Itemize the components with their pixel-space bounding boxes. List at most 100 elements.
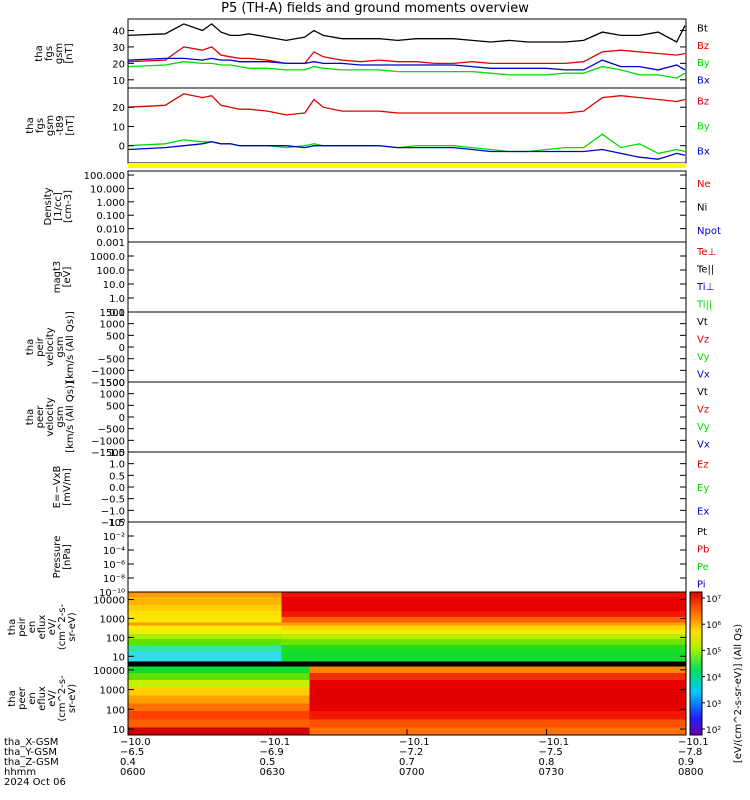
legend-entry: Ni [697,203,707,214]
spectrogram-cell [128,629,282,635]
y-tick-label: −1000 [91,436,125,447]
spectrogram-cell [281,616,686,623]
legend-entry: Ex [697,506,709,517]
colorbar [689,591,703,736]
ephemeris-value: 0.7 [399,757,415,768]
legend-entry: Vz [697,404,709,415]
y-tick-label: 10⁻¹⁰ [99,588,125,599]
legend-entry: Vy [697,352,710,363]
ephemeris-row-label: tha_X-GSM [4,737,59,748]
colorbar-tick-label: 10⁷ [706,595,721,605]
ephemeris-row-label: tha_Z-GSM [4,757,59,768]
y-axis-label: peer [35,405,46,429]
legend-entry: Bt [697,24,708,35]
y-axis-label: peer [17,686,28,710]
y-axis-label: en [27,621,38,634]
spectrogram-cell [128,644,282,652]
y-axis-label: Pressure [52,536,63,579]
legend-entry: By [697,58,710,69]
series-line-bt [127,23,686,43]
ephemeris-row-label: 2024 Oct 06 [4,777,66,788]
spectrogram-cell [309,680,686,689]
y-axis-label: tha [25,339,36,355]
spectrogram-cell [309,688,686,696]
colorbar-tick-label: 10² [706,726,721,736]
colorbar-tick-label: 10⁵ [706,647,721,657]
y-tick-label: 0 [119,343,125,354]
legend-entry: Vx [697,439,710,450]
panel-frame [127,381,687,453]
ephemeris-row-label: hhmm [4,767,37,778]
legend-entry: Ti|| [696,299,712,310]
spectrogram-cell [128,634,282,640]
y-tick-label: 0.100 [96,211,125,222]
spectrogram-cell [128,662,310,667]
y-axis-label: [km/s (All Qs)] [65,311,76,383]
legend-entry: Pb [697,544,709,555]
y-tick-label: 0.0 [109,483,125,494]
colorbar-tick-label: 10³ [706,700,721,710]
y-axis-label: [cm-3] [63,190,74,223]
panel-frame [127,521,687,593]
spectrogram-cell [309,727,686,735]
y-tick-label: −0.5 [101,495,125,506]
series-line-bx [127,57,686,71]
ephemeris-value: 0630 [259,767,285,778]
y-axis-label: gsm [55,336,66,357]
legend-entry: Bz [697,41,709,52]
y-tick-label: 10⁻⁶ [103,560,125,571]
y-tick-label: 0 [119,142,125,153]
y-tick-label: 40 [112,27,125,38]
spectrogram-cell [128,695,310,704]
ephemeris-value: −10.1 [399,737,430,748]
spectrogram-cell [281,596,686,606]
series-line-by [127,133,686,155]
ephemeris-value: −7.8 [678,747,703,758]
legend-entry: Vt [697,387,708,398]
status-bar [128,163,686,168]
y-tick-label: 10.0 [103,280,125,291]
ephemeris-value: −10.1 [259,737,291,748]
y-axis-label: tha [34,45,45,61]
y-tick-label: 1500 [100,378,125,389]
y-tick-label: 1.5 [109,448,125,459]
y-tick-label: 20 [112,103,125,114]
y-tick-label: 10 [112,725,125,736]
y-axis-label: tha [7,690,18,706]
y-tick-label: 1.000 [96,198,125,209]
ephemeris-value: −10.1 [678,737,709,748]
spectrogram-cell [309,672,686,681]
y-tick-label: 1.0 [109,294,125,305]
y-axis-label: tha [25,117,36,133]
y-tick-label: 10000 [93,596,125,607]
ephemeris-value: −10.1 [538,737,570,748]
ephemeris-value: −7.5 [538,747,563,758]
ephemeris-value: 0600 [120,767,146,778]
y-tick-label: 1000 [100,320,125,331]
y-axis-label: -t89 [55,115,66,135]
spectrogram-cell [281,639,686,645]
legend-entry: Pe [697,562,709,573]
y-axis-label: E=−VxB [52,466,63,509]
y-axis-label: [eV] [62,267,73,288]
spectrogram-cell [281,634,686,640]
ephemeris-value: 0.5 [259,757,276,768]
legend-entry: Pt [697,527,707,538]
series-line-bz [127,93,686,116]
legend-entry: Vx [697,369,710,380]
y-axis-label: magt3 [52,261,63,294]
spectrogram-cell [281,625,686,630]
y-axis-label: gsm [54,43,65,64]
legend-entry: Vt [697,317,708,328]
y-axis-label: sr-eV) [67,684,78,713]
y-axis-label: velocity [45,327,56,366]
y-tick-label: 10⁻² [103,532,125,543]
spectrogram-cell [128,639,282,645]
spectrogram-cell [309,662,686,667]
legend-entry: By [697,122,710,133]
ephemeris-value: 0.8 [538,757,555,768]
spectrogram-cell [128,680,310,689]
chart-title: P5 (TH-A) fields and ground moments over… [221,1,529,16]
y-tick-label: 0.010 [96,225,125,236]
y-tick-label: −500 [98,355,125,366]
